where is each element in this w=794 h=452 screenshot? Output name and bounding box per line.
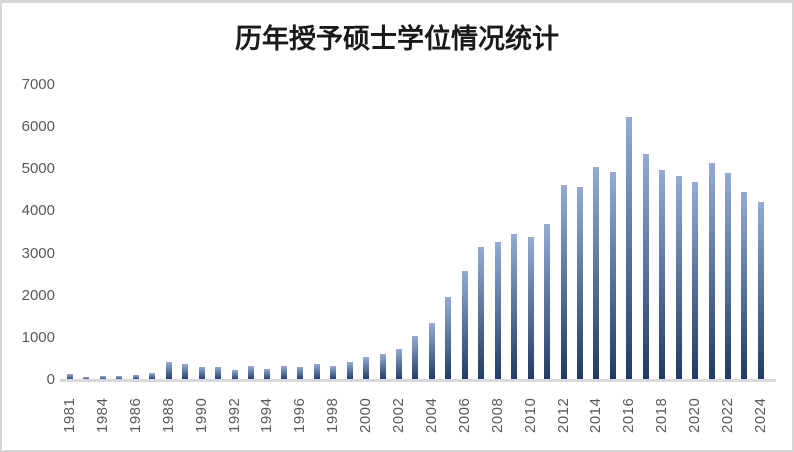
y-axis-tick-label: 6000 [21,118,55,135]
x-axis-tick-label: 2018 [653,397,670,433]
x-axis-tick-label: 1981 [61,397,78,433]
bar-1995 [280,366,287,380]
bar-2022 [725,173,731,380]
x-axis-tick-label: 1998 [324,397,341,433]
y-axis-tick-label: 5000 [21,160,55,177]
bar-2020 [692,182,699,380]
bar-1991 [215,367,222,380]
x-axis-tick-label: 2010 [522,397,539,433]
x-axis-tick-label: 1988 [160,397,177,433]
bar-1987 [149,373,156,380]
x-axis-tick-label: 1996 [291,397,308,433]
bar-1992 [231,370,238,380]
bar-2004 [428,323,435,380]
bar-1989 [182,364,189,380]
bar-2008 [494,242,501,380]
x-axis-tick-label: 2012 [555,397,572,433]
bar-2011 [544,224,551,380]
chart-title: 历年授予硕士学位情况统计 [235,24,559,54]
bar-1981 [67,374,73,380]
bar-2014 [593,167,600,380]
y-axis-tick-label: 7000 [21,76,55,93]
x-axis-tick-label: 2022 [719,397,736,433]
bar-1985 [116,376,123,380]
bar-1984 [99,376,106,380]
bar-1983 [83,377,90,380]
bar-2024 [757,202,764,380]
bar-2000 [363,357,370,380]
bar-1988 [165,362,172,380]
bar-2009 [511,234,518,380]
y-axis-tick-label: 4000 [21,202,55,219]
y-axis-tick-label: 1000 [21,329,55,346]
bar-2018 [659,170,666,380]
x-axis-tick-label: 2020 [686,397,703,433]
bar-2003 [412,336,419,380]
bar-2005 [445,297,452,380]
y-axis-tick-label: 3000 [21,245,55,262]
y-axis-tick-label: 0 [46,371,55,388]
bar-2002 [396,349,402,380]
bar-1996 [297,367,304,380]
bar-2013 [576,187,583,380]
bar-2016 [626,117,633,380]
bar-1999 [346,362,353,380]
x-axis-tick-label: 2004 [423,397,440,433]
x-axis-tick-label: 2014 [587,397,604,433]
bar-2019 [675,176,682,380]
x-axis-line [60,379,776,382]
x-axis-tick-label: 2008 [489,397,506,433]
x-axis-tick-label: 1986 [127,397,144,433]
plot-area [62,85,776,380]
x-axis-tick-label: 2024 [752,397,769,433]
x-axis-tick-label: 2002 [390,397,407,433]
bar-2006 [461,271,468,380]
bar-1994 [264,369,271,380]
bar-2023 [741,192,748,380]
bar-2021 [708,163,715,380]
x-axis-tick-label: 1992 [226,397,243,433]
x-axis-tick-label: 1990 [193,397,210,433]
x-axis-tick-label: 1984 [94,397,111,433]
bar-1990 [198,367,205,380]
y-axis-tick-label: 2000 [21,287,55,304]
x-axis-tick-label: 2000 [357,397,374,433]
bar-1986 [132,375,139,380]
x-axis-tick-label: 1994 [258,397,275,433]
bar-1993 [247,366,254,380]
bar-2007 [478,247,485,380]
bar-2001 [379,354,386,380]
bar-2012 [560,185,567,380]
x-axis-tick-label: 2006 [456,397,473,433]
bar-1998 [330,366,337,380]
bar-2017 [642,154,649,380]
bar-2010 [527,237,534,380]
x-axis-tick-label: 2016 [620,397,637,433]
bar-1997 [313,364,320,380]
bar-2015 [609,172,616,380]
